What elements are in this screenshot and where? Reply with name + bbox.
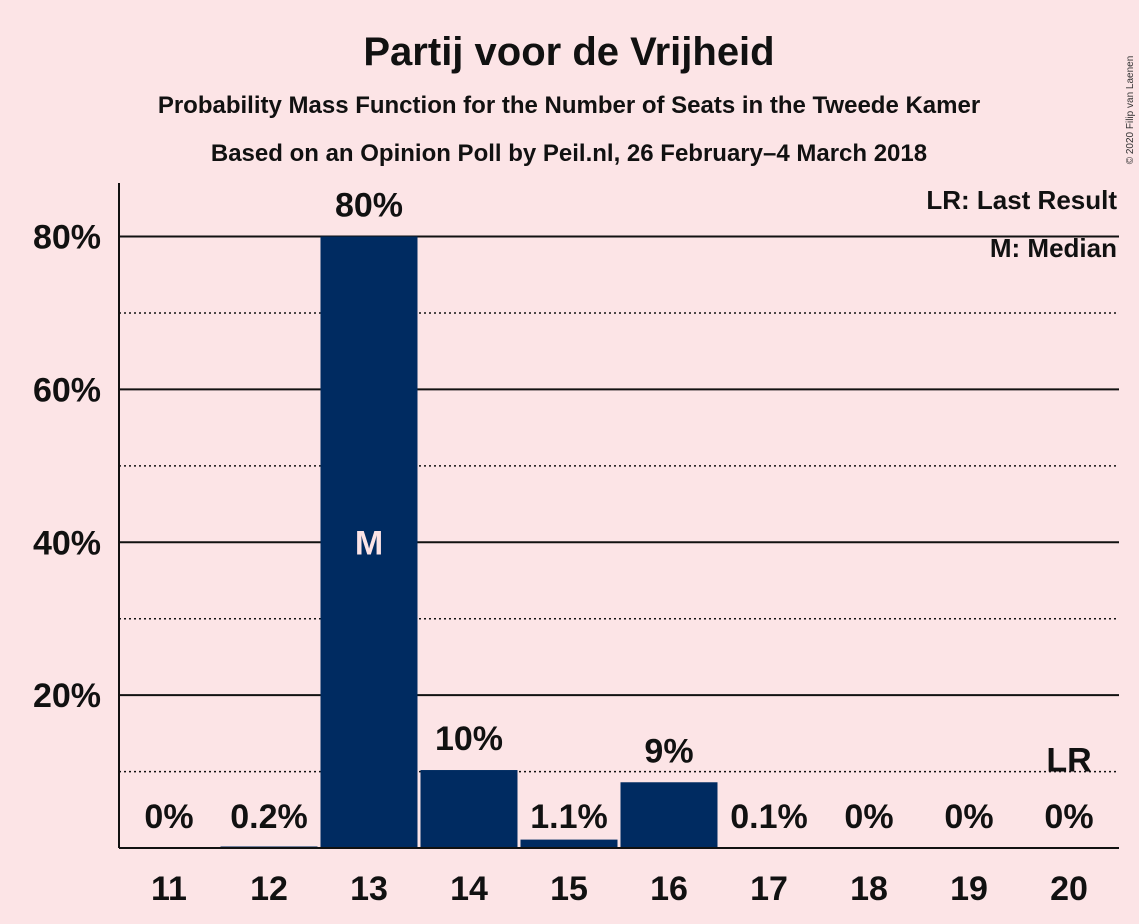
y-tick-label: 20% xyxy=(33,677,101,715)
bar xyxy=(320,236,418,849)
legend-last-result: LR: Last Result xyxy=(926,185,1117,215)
data-label: 0% xyxy=(144,798,193,836)
bar xyxy=(520,839,618,848)
x-tick-label: 13 xyxy=(350,870,388,908)
x-tick-label: 19 xyxy=(950,870,988,908)
data-label: 0.2% xyxy=(230,798,308,836)
x-tick-label: 17 xyxy=(750,870,788,908)
y-tick-label: 60% xyxy=(33,371,101,409)
x-tick-label: 15 xyxy=(550,870,588,908)
data-label: 0% xyxy=(1044,798,1093,836)
plot-area: 20% 40% 60% 80% 0% 11 0.2% 12 80% 13 M 10% 14 1.1% 15 9… xyxy=(33,183,1119,908)
copyright-notice: © 2020 Filip van Laenen xyxy=(1125,56,1136,165)
data-label: 9% xyxy=(644,732,693,770)
bar xyxy=(620,782,718,848)
chart-subtitle-source: Based on an Opinion Poll by Peil.nl, 26 … xyxy=(211,140,927,167)
x-tick-label: 14 xyxy=(450,870,488,908)
data-label: 1.1% xyxy=(530,798,608,836)
x-tick-label: 12 xyxy=(250,870,288,908)
x-tick-label: 11 xyxy=(151,870,187,908)
legend-median: M: Median xyxy=(990,233,1117,263)
data-label: 0.1% xyxy=(730,798,808,836)
median-marker: M xyxy=(355,524,383,562)
y-tick-label: 40% xyxy=(33,524,101,562)
bar xyxy=(420,770,518,848)
last-result-marker: LR xyxy=(1046,742,1091,780)
data-label: 0% xyxy=(844,798,893,836)
data-label: 10% xyxy=(435,720,503,758)
chart-subtitle: Probability Mass Function for the Number… xyxy=(158,92,980,119)
data-label: 80% xyxy=(335,187,403,225)
y-tick-label: 80% xyxy=(33,219,101,257)
chart-title: Partij voor de Vrijheid xyxy=(363,30,774,74)
x-tick-label: 18 xyxy=(850,870,888,908)
x-tick-label: 16 xyxy=(650,870,688,908)
data-label: 0% xyxy=(944,798,993,836)
x-tick-label: 20 xyxy=(1050,870,1088,908)
